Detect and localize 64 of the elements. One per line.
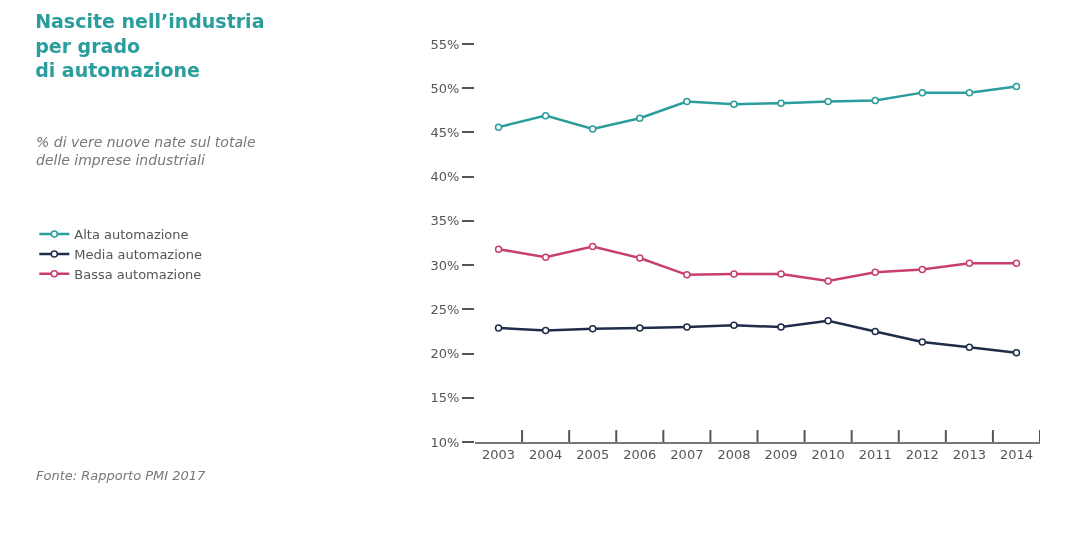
y-tick-label: 30% — [430, 257, 460, 273]
x-tick-label: 2013 — [952, 447, 986, 463]
y-tick-label: 40% — [430, 169, 460, 185]
point — [588, 325, 597, 333]
point — [777, 270, 785, 278]
x-tick-label: 2003 — [481, 447, 516, 463]
point — [494, 245, 503, 253]
point — [541, 253, 550, 261]
point — [588, 242, 597, 251]
y-tick-label: 55% — [430, 36, 460, 52]
point — [1012, 348, 1021, 357]
y-tick-label: 20% — [430, 346, 460, 362]
point — [1012, 82, 1021, 91]
point — [965, 343, 974, 352]
legend-label: Media automazione — [74, 247, 202, 263]
point — [636, 114, 644, 123]
point — [683, 97, 691, 106]
point — [636, 324, 644, 332]
x-tick-label: 2010 — [811, 447, 845, 463]
y-tick-label: 25% — [430, 301, 460, 317]
x-tick-label: 2014 — [999, 447, 1034, 463]
x-tick-label: 2006 — [623, 447, 657, 463]
point — [824, 97, 832, 106]
text: % di vere nuove nate sul totale delle imprese industriali — [36, 134, 256, 169]
point — [918, 265, 927, 274]
point — [541, 326, 550, 335]
y-tick-label: 10% — [430, 434, 460, 450]
point — [918, 338, 927, 346]
x-tick-label: 2007 — [670, 447, 704, 463]
x-tick-label: 2004 — [529, 447, 563, 463]
x-tick-label: 2009 — [764, 447, 798, 463]
legend-label: Bassa automazione — [74, 266, 202, 282]
point — [730, 100, 738, 108]
source-note: Fonte: Rapporto PMI 2017 — [36, 468, 207, 483]
y-tick-label: 15% — [430, 390, 460, 406]
x-tick-label: 2011 — [858, 447, 892, 463]
point — [871, 327, 879, 336]
y-tick-label: 50% — [430, 80, 460, 96]
point — [918, 88, 927, 97]
text: Nascite nell’industria per grado di automazione — [35, 9, 265, 82]
point — [965, 259, 974, 268]
point — [730, 270, 738, 278]
point — [777, 99, 785, 108]
point — [824, 317, 832, 325]
point — [965, 88, 974, 97]
point — [541, 111, 550, 120]
point — [871, 96, 879, 105]
y-tick-label: 35% — [430, 213, 460, 229]
point — [683, 271, 691, 279]
legend-label: Alta automazione — [74, 227, 189, 243]
point — [636, 254, 644, 262]
x-tick-label: 2012 — [905, 447, 939, 463]
y-tick-label: 45% — [430, 124, 460, 140]
point — [871, 268, 879, 276]
x-tick-label: 2005 — [576, 447, 610, 463]
point — [730, 321, 738, 329]
point — [777, 323, 785, 331]
point — [683, 323, 691, 331]
point — [588, 125, 597, 133]
point — [494, 123, 503, 131]
x-tick-label: 2008 — [717, 447, 751, 463]
point — [824, 277, 832, 285]
point — [494, 324, 503, 332]
point — [1012, 259, 1021, 268]
